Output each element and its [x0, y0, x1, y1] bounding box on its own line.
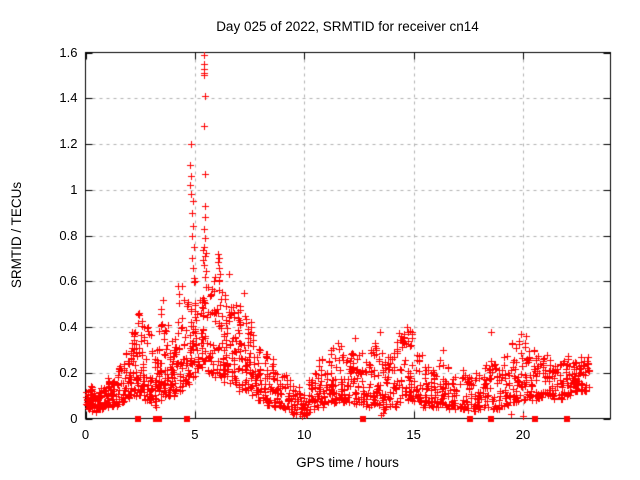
chart-title: Day 025 of 2022, SRMTID for receiver cn1…	[216, 19, 479, 34]
y-tick-label: 1.6	[59, 44, 78, 60]
y-tick-label: 0.2	[59, 364, 78, 380]
x-tick-label: 10	[297, 427, 312, 442]
y-tick-label: 0.6	[59, 273, 78, 289]
x-axis-label: GPS time / hours	[296, 455, 399, 470]
x-tick-label: 5	[191, 427, 199, 442]
y-tick-label: 1.4	[59, 90, 78, 106]
x-tick-label: 15	[406, 427, 421, 442]
x-tick-label: 0	[81, 427, 90, 442]
y-tick-label: 0	[70, 410, 78, 426]
y-tick-label: 1	[70, 181, 78, 197]
y-tick-label: 0.8	[59, 227, 78, 243]
y-axis-label: SRMTID / TECUs	[9, 181, 24, 289]
x-tick-label: 20	[515, 427, 531, 442]
y-tick-label: 1.2	[59, 136, 78, 151]
y-tick-label: 0.4	[59, 319, 78, 334]
